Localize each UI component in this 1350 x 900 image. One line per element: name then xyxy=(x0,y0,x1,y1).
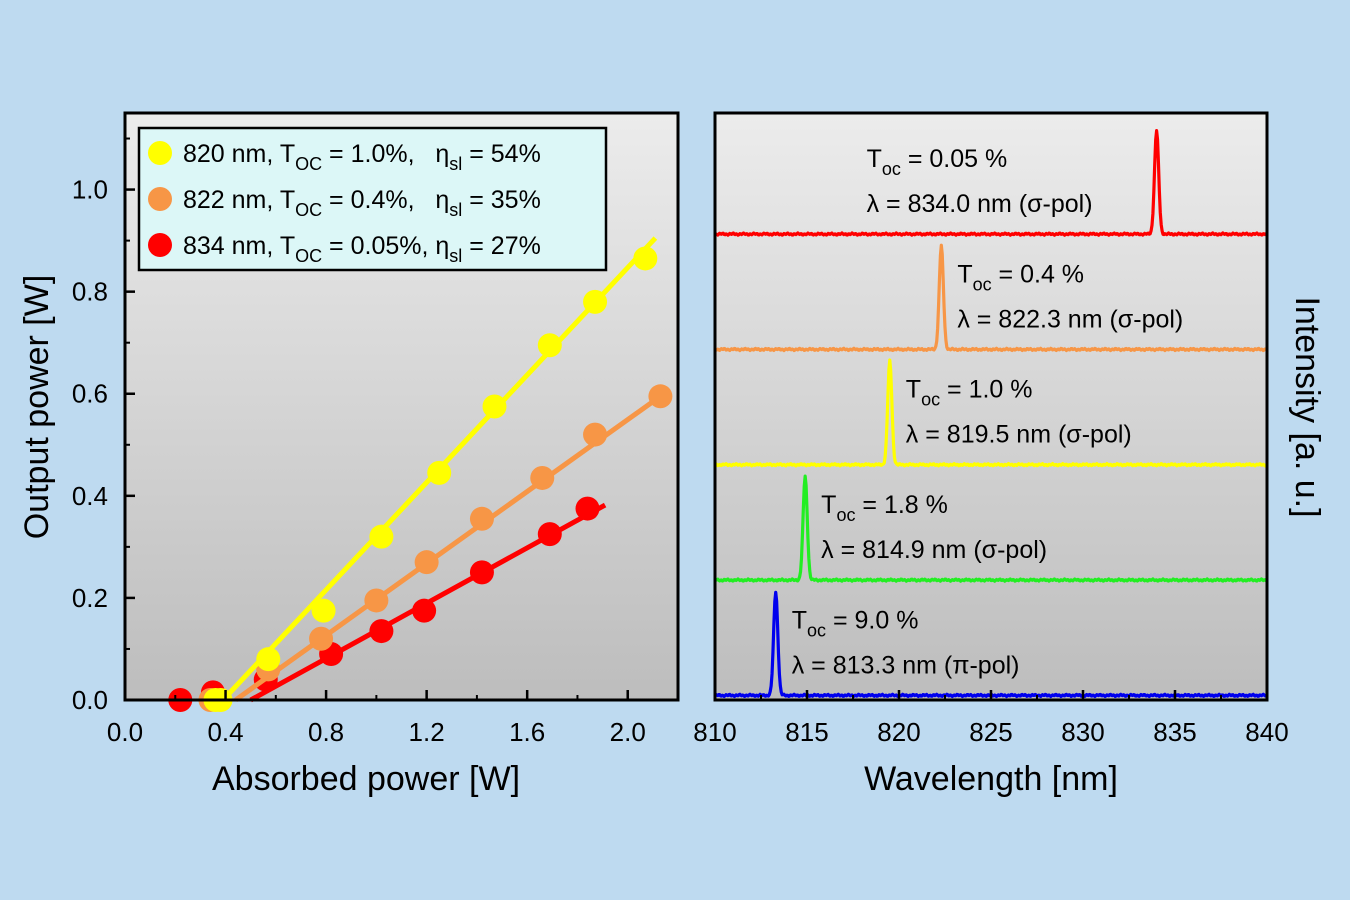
y-tick-label: 0.0 xyxy=(72,685,108,715)
data-point-yellow xyxy=(256,647,281,672)
spectrum-line-red xyxy=(713,129,1269,237)
legend-box xyxy=(137,126,608,272)
annotation-green: Toc = 1.8 % λ = 814.9 nm (σ-pol) xyxy=(821,491,1047,564)
spectrum-line-yellow xyxy=(714,358,1269,468)
data-point-red xyxy=(575,496,600,521)
y-tick-label: 1.0 xyxy=(72,175,108,205)
spectrum-line-orange xyxy=(713,243,1268,353)
data-point-orange xyxy=(583,422,608,447)
x-tick-label: 825 xyxy=(969,717,1012,747)
legend-item-1: 822 nm, TOC = 0.4%, ηsl = 35% xyxy=(148,186,541,220)
spectrum-xlabel: Wavelength [nm] xyxy=(864,760,1118,798)
data-point-yellow xyxy=(633,246,658,271)
legend-label-0: 820 nm, TOC = 1.0%, ηsl = 54% xyxy=(183,140,541,174)
lambda-label: λ = 814.9 nm (σ-pol) xyxy=(821,536,1047,564)
x-tick-label: 835 xyxy=(1153,717,1196,747)
data-point-red xyxy=(412,598,437,623)
x-tick-label: 1.6 xyxy=(509,717,545,747)
spectrum-plot-area xyxy=(715,113,1267,700)
data-point-orange xyxy=(364,588,389,613)
legend-marker-1 xyxy=(148,187,172,211)
spectrum-plot-ticks: 810 815 820 825 830 835 840 xyxy=(693,690,1289,747)
data-point-orange xyxy=(309,626,334,651)
toc-label: Toc = 0.4 % xyxy=(957,260,1084,294)
data-point-yellow xyxy=(537,333,562,358)
data-point-orange xyxy=(648,384,673,409)
power-plot: 0.0 0.4 0.8 1.2 1.6 2.0 0.0 0.2 0.4 0.6 0.8 1.0 820… xyxy=(18,111,680,798)
toc-label: Toc = 9.0 % xyxy=(792,606,919,640)
data-point-red xyxy=(469,560,494,585)
legend-label-2: 834 nm, TOC = 0.05%, ηsl = 27% xyxy=(183,232,541,266)
data-point-red xyxy=(369,619,394,644)
annotation-red: Toc = 0.05 % λ = 834.0 nm (σ-pol) xyxy=(867,145,1093,218)
annotation-blue: Toc = 9.0 % λ = 813.3 nm (π-pol) xyxy=(792,606,1020,679)
toc-label: Toc = 1.8 % xyxy=(821,491,948,525)
y-tick-label: 0.8 xyxy=(72,277,108,307)
legend-item-2: 834 nm, TOC = 0.05%, ηsl = 27% xyxy=(148,232,541,266)
y-tick-label: 0.2 xyxy=(72,583,108,613)
toc-label: Toc = 1.0 % xyxy=(906,376,1033,410)
data-point-yellow xyxy=(311,598,336,623)
power-legend: 820 nm, TOC = 1.0%, ηsl = 54% 822 nm, TO… xyxy=(137,126,608,272)
data-point-yellow xyxy=(369,524,394,549)
data-point-yellow xyxy=(482,394,507,419)
power-ylabel: Output power [W] xyxy=(18,275,56,540)
lambda-label: λ = 822.3 nm (σ-pol) xyxy=(957,305,1183,333)
x-tick-label: 0.0 xyxy=(107,717,143,747)
annotation-orange: Toc = 0.4 % λ = 822.3 nm (σ-pol) xyxy=(957,260,1183,333)
legend-item-0: 820 nm, TOC = 1.0%, ηsl = 54% xyxy=(148,140,541,174)
power-xlabel: Absorbed power [W] xyxy=(212,760,520,798)
fit-line-orange xyxy=(234,394,662,703)
y-tick-label: 0.4 xyxy=(72,481,108,511)
spectrum-ylabel: Intensity [a. u.] xyxy=(1288,296,1326,517)
x-tick-label: 810 xyxy=(693,717,736,747)
spectrum-annotations: Toc = 0.05 %λ = 834.0 nm (σ-pol)Toc = 0.… xyxy=(792,145,1184,679)
spectrum-plot: 810 815 820 825 830 835 840 Toc = 0.05 % λ = 83… xyxy=(693,111,1326,798)
power-plot-frame xyxy=(123,111,680,702)
data-point-yellow xyxy=(427,460,452,485)
power-plot-ticks: 0.0 0.4 0.8 1.2 1.6 2.0 0.0 0.2 0.4 0.6 0.8 1.0 xyxy=(72,137,679,747)
toc-label: Toc = 0.05 % xyxy=(867,145,1008,179)
x-tick-label: 830 xyxy=(1061,717,1104,747)
data-point-orange xyxy=(414,550,439,575)
legend-marker-0 xyxy=(148,141,172,165)
x-tick-label: 820 xyxy=(877,717,920,747)
x-tick-label: 840 xyxy=(1245,717,1288,747)
lambda-label: λ = 813.3 nm (π-pol) xyxy=(792,651,1020,679)
lambda-label: λ = 819.5 nm (σ-pol) xyxy=(906,421,1132,449)
annotation-yellow: Toc = 1.0 % λ = 819.5 nm (σ-pol) xyxy=(906,376,1132,449)
y-tick-label: 0.6 xyxy=(72,379,108,409)
x-tick-label: 815 xyxy=(785,717,828,747)
series-red xyxy=(168,496,607,712)
x-tick-label: 0.4 xyxy=(207,717,243,747)
legend-label-1: 822 nm, TOC = 0.4%, ηsl = 35% xyxy=(183,186,541,220)
x-tick-label: 1.2 xyxy=(409,717,445,747)
data-point-yellow xyxy=(583,289,608,314)
x-tick-label: 0.8 xyxy=(308,717,344,747)
legend-marker-2 xyxy=(148,233,172,257)
data-point-red xyxy=(537,522,562,547)
data-point-orange xyxy=(530,465,555,490)
data-point-orange xyxy=(469,506,494,531)
spectrum-line-green xyxy=(714,474,1268,583)
lambda-label: λ = 834.0 nm (σ-pol) xyxy=(867,190,1093,218)
x-tick-label: 2.0 xyxy=(610,717,646,747)
